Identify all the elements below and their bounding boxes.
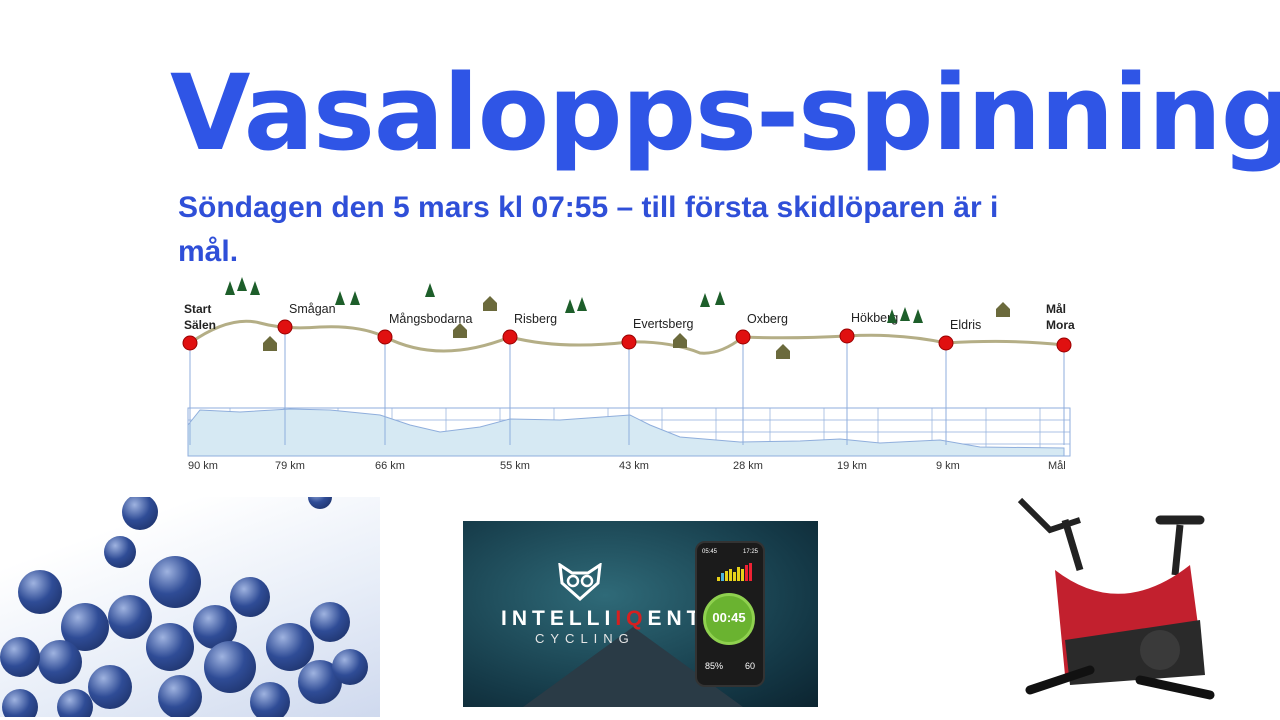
station-km-label: 9 km xyxy=(936,460,960,472)
station-marker xyxy=(621,334,637,350)
tree-icon xyxy=(350,291,360,305)
station-name: Smågan xyxy=(289,302,336,316)
phone-timer: 00:45 xyxy=(712,610,746,625)
cabin-icon xyxy=(776,344,790,359)
tree-icon xyxy=(913,309,923,323)
tree-icon xyxy=(715,291,725,305)
blueberries-image xyxy=(0,497,380,717)
blueberry xyxy=(104,536,136,568)
tree-icon xyxy=(887,309,897,323)
phone-mockup: 05:45 17:25 00:45 85% 60 xyxy=(695,541,765,687)
blueberry xyxy=(158,675,202,717)
tree-icon xyxy=(237,277,247,291)
phone-time-right: 17:25 xyxy=(742,549,758,555)
blueberry xyxy=(0,637,40,677)
station-marker xyxy=(839,328,855,344)
phone-stat-2: 60 xyxy=(744,661,755,671)
cabin-icon xyxy=(263,336,277,351)
station-km-label: 55 km xyxy=(500,460,530,472)
blueberry xyxy=(108,595,152,639)
blueberry xyxy=(2,689,38,717)
cabin-icon xyxy=(453,323,467,338)
tree-icon xyxy=(565,299,575,313)
station-name: Start xyxy=(184,302,211,316)
phone-bars xyxy=(717,561,752,581)
blueberry xyxy=(18,570,62,614)
blueberry xyxy=(122,497,158,530)
blueberry xyxy=(250,682,290,717)
intelligent-logo-text: INTELLIIQENT xyxy=(501,607,705,631)
station-name: Oxberg xyxy=(747,312,788,326)
station-km-label: Mål xyxy=(1048,460,1066,472)
station-name: Evertsberg xyxy=(633,317,693,331)
phone-time-left: 05:45 xyxy=(702,549,718,555)
station-marker xyxy=(1056,337,1072,353)
logo-iq: IQ xyxy=(615,607,648,630)
station-km-label: 90 km xyxy=(188,460,218,472)
spinning-bike-image xyxy=(1017,497,1215,700)
slide-title: Vasalopps-spinning xyxy=(170,52,1280,174)
station-name: Mångsbodarna xyxy=(389,312,472,326)
cycling-logo-text: CYCLING xyxy=(535,631,635,646)
station-km-label: 79 km xyxy=(275,460,305,472)
station-km-label: 43 km xyxy=(619,460,649,472)
cabin-icon xyxy=(483,296,497,311)
slide-subtitle: Söndagen den 5 mars kl 07:55 – till förs… xyxy=(178,191,999,268)
station-marker xyxy=(182,335,198,351)
blueberry xyxy=(308,497,332,509)
station-name: Eldris xyxy=(950,318,981,332)
station-km-label: 28 km xyxy=(733,460,763,472)
blueberry xyxy=(332,649,368,685)
tree-icon xyxy=(700,293,710,307)
station-km-label: 19 km xyxy=(837,460,867,472)
tree-icon xyxy=(577,297,587,311)
blueberry xyxy=(38,640,82,684)
tree-icon xyxy=(425,283,435,297)
station-name: Hökberg xyxy=(851,311,898,325)
intelligent-cycling-image: INTELLIIQENT CYCLING 05:45 17:25 00:45 8… xyxy=(463,521,818,707)
blueberry xyxy=(57,689,93,717)
station-marker xyxy=(277,319,293,335)
station-name-line2: Mora xyxy=(1046,318,1075,332)
tree-icon xyxy=(250,281,260,295)
blueberry xyxy=(310,602,350,642)
blueberry xyxy=(266,623,314,671)
station-name-line2: Sälen xyxy=(184,318,216,332)
cabin-icon xyxy=(673,333,687,348)
blueberry xyxy=(204,641,256,693)
owl-logo-icon xyxy=(558,563,602,601)
station-marker xyxy=(735,329,751,345)
logo-part1: INTELLI xyxy=(501,607,616,630)
phone-stat-1: 85% xyxy=(705,661,724,671)
station-km-label: 66 km xyxy=(375,460,405,472)
tree-icon xyxy=(335,291,345,305)
cabin-icon xyxy=(996,302,1010,317)
blueberry xyxy=(149,556,201,608)
station-name: Risberg xyxy=(514,312,557,326)
station-marker xyxy=(377,329,393,345)
phone-timer-ring: 00:45 xyxy=(703,593,755,645)
tree-icon xyxy=(900,307,910,321)
blueberry xyxy=(88,665,132,709)
blueberry xyxy=(146,623,194,671)
vasaloppet-route-map: Start Sälen 90 km Smågan 79 km Mångsbodarna 66… xyxy=(182,277,1075,472)
station-marker xyxy=(502,329,518,345)
logo-part2: ENT xyxy=(647,607,705,630)
station-marker xyxy=(938,335,954,351)
tree-icon xyxy=(225,281,235,295)
elevation-profile xyxy=(187,408,1065,457)
station-name: Mål xyxy=(1046,302,1066,316)
blueberry xyxy=(230,577,270,617)
